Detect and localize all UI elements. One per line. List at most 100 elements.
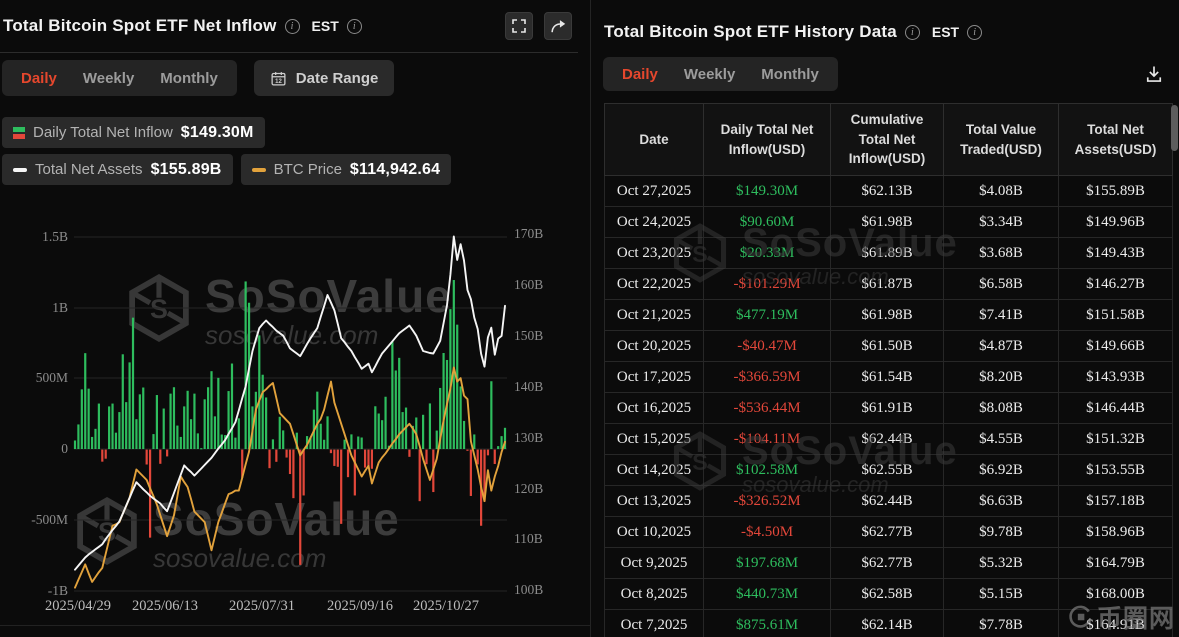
cell-date: Oct 20,2025 bbox=[604, 330, 704, 362]
cell-value: $149.43B bbox=[1058, 237, 1173, 269]
cell-value: $61.87B bbox=[830, 268, 944, 300]
table-row: Oct 8,2025 $440.73M $62.58B $5.15B $168.00B bbox=[604, 578, 1173, 610]
table-row: Oct 16,2025 -$536.44M $61.91B $8.08B $146.44… bbox=[604, 392, 1173, 424]
cell-value: $440.73M bbox=[703, 578, 831, 610]
legend-label: BTC Price bbox=[273, 161, 342, 178]
svg-text:100B: 100B bbox=[514, 582, 543, 597]
cell-value: $164.91B bbox=[1058, 609, 1173, 637]
tab-daily[interactable]: Daily bbox=[622, 65, 658, 83]
legend-label: Total Net Assets bbox=[35, 161, 143, 178]
timezone-label: EST bbox=[931, 24, 960, 40]
btc-line-icon bbox=[251, 167, 266, 172]
cell-value: -$101.29M bbox=[703, 268, 831, 300]
table-period-tabs: Daily Weekly Monthly bbox=[603, 57, 838, 91]
table-scrollbar-thumb[interactable] bbox=[1171, 105, 1178, 151]
cell-date: Oct 27,2025 bbox=[604, 175, 704, 207]
share-icon bbox=[550, 19, 565, 32]
cell-value: $3.68B bbox=[943, 237, 1059, 269]
cell-value: -$536.44M bbox=[703, 392, 831, 424]
tab-daily[interactable]: Daily bbox=[21, 69, 57, 87]
cell-value: $5.15B bbox=[943, 578, 1059, 610]
header-divider bbox=[0, 52, 578, 53]
svg-text:110B: 110B bbox=[514, 531, 543, 546]
left-panel-header: Total Bitcoin Spot ETF Net Inflow i EST … bbox=[0, 0, 590, 52]
calendar-icon: 12 bbox=[271, 71, 286, 86]
cell-value: $62.44B bbox=[830, 423, 944, 455]
assets-line-icon bbox=[13, 167, 27, 172]
cell-value: -$40.47M bbox=[703, 330, 831, 362]
tab-monthly[interactable]: Monthly bbox=[160, 69, 218, 87]
cell-value: $149.96B bbox=[1058, 206, 1173, 238]
tab-weekly[interactable]: Weekly bbox=[683, 65, 736, 83]
table-row: Oct 9,2025 $197.68M $62.77B $5.32B $164.79B bbox=[604, 547, 1173, 579]
cell-value: $158.96B bbox=[1058, 516, 1173, 548]
etf-inflow-chart[interactable]: 1.5B 1B 500M 0 -500M -1B 170B 160B 150B 140B 130B 1… bbox=[0, 0, 590, 637]
col-cumulative-net-inflow: Cumulative Total Net Inflow(USD) bbox=[830, 103, 944, 176]
download-button[interactable] bbox=[1144, 64, 1164, 84]
svg-text:2025/06/13: 2025/06/13 bbox=[132, 598, 198, 614]
cell-value: $8.08B bbox=[943, 392, 1059, 424]
cell-date: Oct 10,2025 bbox=[604, 516, 704, 548]
date-range-button[interactable]: 12 Date Range bbox=[253, 60, 395, 96]
svg-text:-500M: -500M bbox=[31, 512, 68, 527]
cell-value: $157.18B bbox=[1058, 485, 1173, 517]
cell-date: Oct 13,2025 bbox=[604, 485, 704, 517]
cell-date: Oct 23,2025 bbox=[604, 237, 704, 269]
download-icon bbox=[1146, 66, 1162, 82]
cell-date: Oct 22,2025 bbox=[604, 268, 704, 300]
cell-value: $102.58M bbox=[703, 454, 831, 486]
cell-value: $62.13B bbox=[830, 175, 944, 207]
cell-value: $6.58B bbox=[943, 268, 1059, 300]
svg-text:-1B: -1B bbox=[48, 583, 68, 598]
cell-value: $4.08B bbox=[943, 175, 1059, 207]
tab-monthly[interactable]: Monthly bbox=[761, 65, 819, 83]
cell-value: $146.27B bbox=[1058, 268, 1173, 300]
panel-bottom-divider bbox=[0, 625, 590, 626]
cell-value: $875.61M bbox=[703, 609, 831, 637]
legend-daily-net-inflow[interactable]: Daily Total Net Inflow $149.30M bbox=[2, 117, 265, 148]
table-row: Oct 17,2025 -$366.59M $61.54B $8.20B $143.93… bbox=[604, 361, 1173, 393]
cell-value: $6.63B bbox=[943, 485, 1059, 517]
svg-text:170B: 170B bbox=[514, 226, 543, 241]
cell-value: $151.32B bbox=[1058, 423, 1173, 455]
table-row: Oct 27,2025 $149.30M $62.13B $4.08B $155.89B bbox=[604, 175, 1173, 207]
info-icon[interactable]: i bbox=[284, 18, 300, 34]
cell-value: $143.93B bbox=[1058, 361, 1173, 393]
table-row: Oct 14,2025 $102.58M $62.55B $6.92B $153.55B bbox=[604, 454, 1173, 486]
cell-date: Oct 24,2025 bbox=[604, 206, 704, 238]
cell-value: $90.60M bbox=[703, 206, 831, 238]
cell-value: $477.19M bbox=[703, 299, 831, 331]
timezone-info-icon[interactable]: i bbox=[967, 24, 983, 40]
cell-value: $6.92B bbox=[943, 454, 1059, 486]
table-row: Oct 10,2025 -$4.50M $62.77B $9.78B $158.96B bbox=[604, 516, 1173, 548]
fullscreen-icon bbox=[512, 19, 526, 33]
timezone-info-icon[interactable]: i bbox=[346, 18, 362, 34]
cell-value: $149.30M bbox=[703, 175, 831, 207]
legend-total-net-assets[interactable]: Total Net Assets $155.89B bbox=[2, 154, 233, 185]
cell-value: -$104.11M bbox=[703, 423, 831, 455]
table-row: Oct 15,2025 -$104.11M $62.44B $4.55B $151.32… bbox=[604, 423, 1173, 455]
info-icon[interactable]: i bbox=[904, 24, 920, 40]
cell-value: $3.34B bbox=[943, 206, 1059, 238]
cell-value: $5.32B bbox=[943, 547, 1059, 579]
legend-btc-price[interactable]: BTC Price $114,942.64 bbox=[240, 154, 452, 185]
table-header-row: Date Daily Total Net Inflow(USD) Cumulat… bbox=[604, 103, 1173, 176]
legend-value: $155.89B bbox=[150, 160, 222, 178]
cell-value: $4.55B bbox=[943, 423, 1059, 455]
cell-date: Oct 8,2025 bbox=[604, 578, 704, 610]
right-panel-header: Total Bitcoin Spot ETF History Data i ES… bbox=[604, 12, 1164, 52]
share-button[interactable] bbox=[544, 12, 572, 40]
cell-value: $62.44B bbox=[830, 485, 944, 517]
tab-weekly[interactable]: Weekly bbox=[82, 69, 135, 87]
cell-date: Oct 14,2025 bbox=[604, 454, 704, 486]
history-table-body: Oct 27,2025 $149.30M $62.13B $4.08B $155.89B… bbox=[604, 175, 1173, 637]
cell-value: $62.77B bbox=[830, 516, 944, 548]
svg-text:2025/09/16: 2025/09/16 bbox=[327, 598, 393, 614]
fullscreen-button[interactable] bbox=[505, 12, 533, 40]
cell-value: $62.55B bbox=[830, 454, 944, 486]
cell-date: Oct 9,2025 bbox=[604, 547, 704, 579]
svg-text:0: 0 bbox=[61, 441, 68, 456]
cell-value: $4.87B bbox=[943, 330, 1059, 362]
cell-value: $61.50B bbox=[830, 330, 944, 362]
svg-text:2025/07/31: 2025/07/31 bbox=[229, 598, 295, 614]
